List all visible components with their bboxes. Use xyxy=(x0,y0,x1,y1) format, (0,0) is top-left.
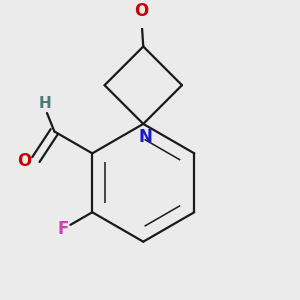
Text: H: H xyxy=(39,96,52,111)
Text: O: O xyxy=(17,152,31,170)
Text: O: O xyxy=(134,2,149,20)
Text: N: N xyxy=(138,128,152,146)
Text: F: F xyxy=(57,220,69,238)
